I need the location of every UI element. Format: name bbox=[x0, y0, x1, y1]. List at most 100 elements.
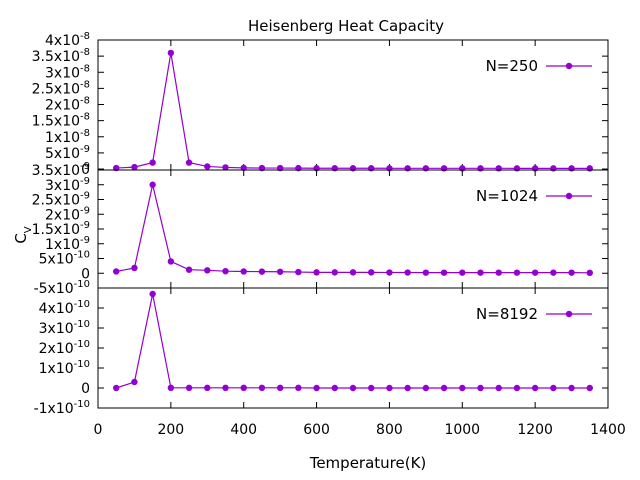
data-point bbox=[167, 258, 175, 265]
y-tick-label: 5x10-9 bbox=[45, 144, 90, 162]
y-tick-label: 1x10-10 bbox=[39, 359, 90, 377]
data-point bbox=[386, 384, 393, 392]
data-point bbox=[459, 269, 466, 276]
y-tick-label: 1.5x10-8 bbox=[32, 112, 90, 130]
legend-marker bbox=[565, 310, 573, 318]
data-point bbox=[513, 165, 521, 172]
data-point bbox=[422, 165, 430, 172]
data-point bbox=[185, 266, 193, 273]
data-point bbox=[477, 269, 484, 276]
data-point bbox=[568, 269, 575, 276]
data-point bbox=[404, 384, 411, 392]
data-point bbox=[586, 384, 593, 392]
y-axis-label-main: C bbox=[12, 233, 30, 243]
data-point bbox=[185, 384, 193, 391]
data-point bbox=[131, 378, 138, 386]
y-tick-label: -1x10-10 bbox=[34, 399, 90, 417]
panel-2: -5x10-1005x10-101x10-91.5x10-92x10-92.5x… bbox=[32, 161, 609, 297]
data-point bbox=[240, 268, 247, 275]
data-point bbox=[295, 268, 302, 276]
data-point bbox=[550, 384, 557, 392]
data-point bbox=[276, 384, 284, 391]
data-point bbox=[295, 384, 302, 391]
data-point bbox=[149, 181, 156, 188]
y-tick-label: 2.5x10-8 bbox=[32, 79, 90, 97]
data-point bbox=[131, 163, 138, 171]
y-tick-label: -5x10-10 bbox=[34, 279, 90, 297]
data-point bbox=[513, 384, 521, 392]
data-point bbox=[204, 384, 211, 391]
x-tick-label: 0 bbox=[94, 422, 103, 438]
x-tick-label: 400 bbox=[230, 422, 257, 438]
data-point bbox=[368, 269, 375, 276]
y-tick-label: 3.5x10-8 bbox=[32, 47, 90, 65]
data-point bbox=[113, 268, 120, 275]
data-point bbox=[331, 269, 338, 276]
data-point bbox=[495, 269, 502, 276]
data-point bbox=[477, 384, 484, 392]
data-point bbox=[422, 269, 430, 276]
data-point bbox=[477, 165, 484, 172]
data-point bbox=[440, 269, 448, 276]
data-point bbox=[422, 384, 430, 392]
data-point bbox=[495, 165, 502, 172]
y-tick-label: 0 bbox=[81, 381, 90, 397]
data-point bbox=[167, 384, 175, 391]
data-point bbox=[368, 384, 375, 392]
legend-marker bbox=[565, 62, 573, 70]
data-point bbox=[149, 290, 156, 298]
data-point bbox=[313, 269, 320, 276]
data-point bbox=[404, 165, 411, 172]
legend-label: N=8192 bbox=[476, 305, 538, 323]
data-point bbox=[459, 384, 466, 392]
y-tick-label: 4x10-8 bbox=[45, 31, 90, 49]
x-tick-label: 1400 bbox=[590, 422, 626, 438]
data-point bbox=[204, 163, 211, 170]
x-tick-label: 800 bbox=[376, 422, 403, 438]
y-tick-label: 1.5x10-9 bbox=[32, 220, 90, 238]
x-axis-label: Temperature(K) bbox=[309, 454, 427, 472]
y-tick-label: 4x10-10 bbox=[39, 299, 90, 317]
data-point bbox=[568, 384, 575, 392]
y-tick-label: 3x10-9 bbox=[45, 176, 90, 194]
y-axis-label: CV bbox=[12, 226, 34, 243]
data-point bbox=[331, 384, 338, 392]
y-tick-label: 3.5x10-9 bbox=[32, 161, 90, 179]
data-point bbox=[222, 267, 229, 275]
y-tick-label: 2x10-10 bbox=[39, 339, 90, 357]
data-point bbox=[349, 269, 357, 276]
y-tick-label: 0 bbox=[81, 266, 90, 282]
data-point bbox=[222, 164, 229, 171]
data-point bbox=[349, 384, 357, 392]
x-tick-label: 1000 bbox=[444, 422, 480, 438]
data-point bbox=[240, 384, 247, 391]
data-point bbox=[495, 384, 502, 392]
data-point bbox=[185, 159, 193, 166]
y-tick-label: 2x10-8 bbox=[45, 96, 90, 114]
svg-text:CV: CV bbox=[12, 226, 34, 243]
chart-title: Heisenberg Heat Capacity bbox=[248, 17, 444, 35]
y-tick-label: 2x10-9 bbox=[45, 205, 90, 223]
panel-1: 05x10-91x10-81.5x10-82x10-82.5x10-83x10-… bbox=[32, 31, 609, 178]
data-point bbox=[404, 269, 411, 276]
y-tick-label: 3x10-10 bbox=[39, 319, 90, 337]
data-point bbox=[386, 269, 393, 276]
data-point bbox=[131, 264, 138, 272]
data-point bbox=[258, 268, 266, 275]
data-point bbox=[258, 384, 266, 391]
y-tick-label: 5x10-10 bbox=[39, 250, 90, 268]
y-tick-label: 3x10-8 bbox=[45, 63, 90, 81]
data-point bbox=[550, 269, 557, 276]
data-point bbox=[440, 165, 448, 172]
y-tick-label: 0 bbox=[81, 162, 90, 178]
legend-marker bbox=[565, 192, 573, 200]
data-point bbox=[586, 269, 593, 277]
x-tick-label: 600 bbox=[303, 422, 330, 438]
panel-3: -1x10-10 0 1x10-10 2x10-10 3x10-10 4x10-10 N=8… bbox=[34, 287, 609, 417]
legend-label: N=250 bbox=[486, 57, 538, 75]
data-point bbox=[586, 165, 593, 172]
data-point bbox=[113, 384, 120, 392]
data-point bbox=[149, 159, 156, 166]
y-tick-label: 2.5x10-9 bbox=[32, 191, 90, 209]
